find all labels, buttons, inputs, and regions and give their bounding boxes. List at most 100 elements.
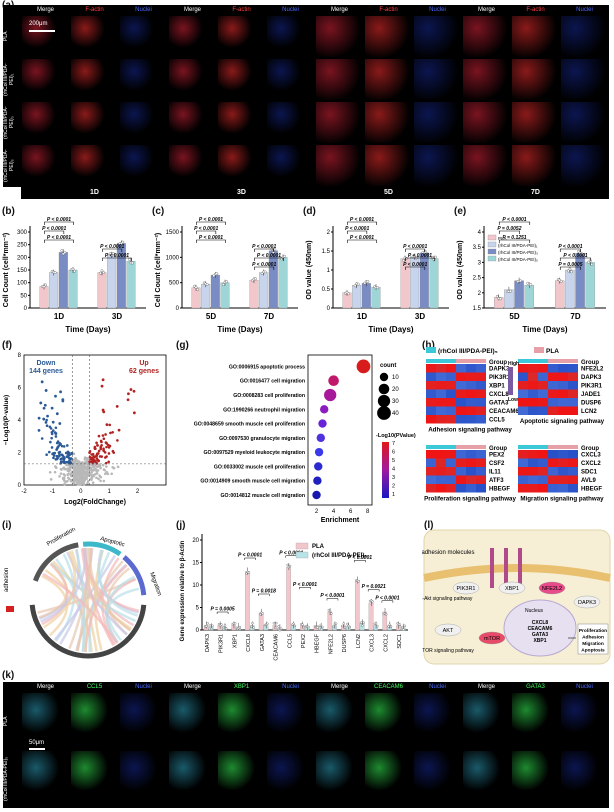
significance-bracket <box>347 230 368 234</box>
column-header: Nuclei <box>135 7 152 13</box>
micrograph-tile <box>365 693 412 749</box>
microscopy-grid-a: Merge F-actin Nuclei Merge F-actin Nuclei Merg… <box>3 5 609 199</box>
gene-point <box>95 476 98 480</box>
heatmap-cell <box>466 415 476 424</box>
data-point <box>194 286 198 289</box>
data-point <box>401 625 404 629</box>
y-tick-label: 2 <box>327 230 331 236</box>
gene-point <box>105 445 108 449</box>
micrograph-tile <box>316 59 363 100</box>
x-tick-label: 6 <box>349 509 353 515</box>
gene-point <box>49 478 53 481</box>
p-value-label: P < 0.0001 <box>100 244 124 250</box>
protein-node <box>452 581 480 595</box>
gene-point <box>86 481 89 485</box>
gene-label: CEACAM6 <box>489 409 519 415</box>
heatmap-cell <box>446 381 456 390</box>
data-point <box>222 283 225 287</box>
gene-point <box>66 450 70 454</box>
node-label: Cell adhesion molecules <box>422 550 475 556</box>
heatmap-cell <box>456 450 466 459</box>
significance-bracket <box>254 248 275 252</box>
legend-title: -Log10(PValue) <box>376 433 416 439</box>
bar <box>524 285 534 309</box>
x-axis-label: Time (Days) <box>217 325 263 334</box>
micrograph-tile <box>267 693 314 749</box>
gene-category-label: LCN2 <box>356 634 362 648</box>
column-header: Nuclei <box>576 684 593 690</box>
x-axis-label: Time (Days) <box>522 325 568 334</box>
gene-point <box>55 447 59 450</box>
x-tick-label: -2 <box>21 489 27 495</box>
gene-category-label: DUSP6 <box>342 634 348 652</box>
gene-point <box>45 453 48 457</box>
chart-e: 1.5 2 2.5 3 3.5 4 OD value (450nm) Time (Days)5… <box>457 217 606 334</box>
column-header: Nuclei <box>135 684 152 690</box>
micrograph-tile <box>169 693 216 749</box>
go-term-label: GO:0097530 granulocyte migration <box>219 436 305 442</box>
gene-point <box>70 451 74 455</box>
heatmap-cell <box>528 381 538 390</box>
data-point <box>384 613 388 616</box>
y-tick-label: 0 <box>18 483 22 489</box>
gene-point <box>116 439 119 442</box>
gene-point <box>40 380 44 384</box>
data-point <box>316 626 319 629</box>
chord-arc <box>122 555 147 596</box>
data-point <box>376 624 379 628</box>
data-point <box>247 571 251 574</box>
heatmap-cell <box>548 389 558 398</box>
outcome-label: Apoptosis <box>581 648 605 654</box>
category-label: 3D <box>112 312 122 321</box>
gene-point <box>48 471 52 474</box>
micrograph-tile <box>414 145 461 186</box>
gene-point <box>72 470 76 474</box>
heatmap-cell <box>476 475 486 484</box>
legend-label: (rhCol III/PDA-PEI)₅ <box>312 553 367 559</box>
heatmap-cell <box>558 364 568 373</box>
heatmap-cell <box>558 458 568 467</box>
pathway-caption: Apoptotic signaling pathway <box>520 418 605 425</box>
legend-size-dot <box>377 406 391 420</box>
significance-bracket <box>405 266 426 270</box>
gene-point <box>55 412 59 416</box>
y-tick-label: 1 <box>327 268 331 274</box>
go-term-label: GO:0014812 muscle cell migration <box>221 493 305 499</box>
heatmap-cell <box>568 364 578 373</box>
enrichment-dot <box>318 419 327 428</box>
micrograph-tile <box>71 693 118 749</box>
micrograph-tile <box>463 693 510 749</box>
enrichment-dot <box>314 462 323 471</box>
gene-label: CCL5 <box>489 418 505 424</box>
heatmap-cell <box>558 389 568 398</box>
heatmap-cell <box>476 389 486 398</box>
gene-point <box>64 460 68 464</box>
heatmap-cell <box>476 381 486 390</box>
heatmap-cell <box>436 484 446 493</box>
heatmap-cell <box>548 406 558 415</box>
go-term-label: GO:1990266 neutrophil migration <box>223 407 305 413</box>
data-point <box>223 624 227 627</box>
column-header: Merge <box>330 7 348 13</box>
y-tick-label: 150 <box>17 268 28 274</box>
micrograph-tile <box>414 59 461 100</box>
gene-point <box>65 455 69 458</box>
gene-category-label: XBP1 <box>232 634 238 648</box>
micrograph-tile <box>71 145 118 186</box>
y-tick-label: 50 <box>20 293 27 299</box>
significance-bracket <box>498 230 520 234</box>
gene-point <box>72 452 76 456</box>
panel-label-d: (d) <box>303 206 316 217</box>
group-bar <box>426 445 456 449</box>
p-value-label: P < 0.0001 <box>47 235 71 241</box>
bar <box>585 262 595 309</box>
column-header: F-actin <box>232 7 251 13</box>
gene-point <box>110 472 113 476</box>
gene-point <box>83 456 87 459</box>
legend-swatch <box>487 248 497 255</box>
micrograph-tile <box>365 59 412 100</box>
group-bar <box>426 359 456 363</box>
data-point <box>519 279 522 283</box>
gene-point <box>117 428 121 432</box>
micrograph-tile <box>120 751 167 807</box>
